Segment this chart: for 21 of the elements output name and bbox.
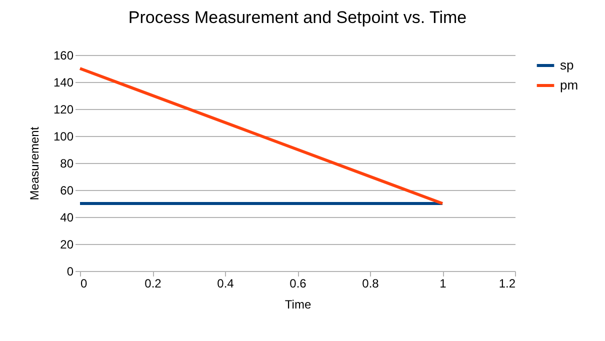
y-tick-label: 120 — [53, 102, 74, 116]
y-tick-label: 140 — [53, 76, 74, 90]
x-tick-label: 0 — [80, 276, 88, 290]
y-tick-label: 60 — [60, 184, 74, 198]
y-tick-label: 160 — [53, 48, 74, 62]
x-tick-label: 0.2 — [144, 276, 162, 290]
x-tick-label: 1.2 — [498, 276, 516, 290]
y-tick-label: 40 — [60, 210, 74, 224]
y-tick-label: 100 — [53, 130, 74, 144]
y-axis-title: Measurement — [27, 126, 42, 200]
x-tick-label: 1 — [440, 276, 447, 290]
legend-label: pm — [560, 78, 578, 92]
chart-title: Process Measurement and Setpoint vs. Time — [128, 8, 467, 27]
x-tick-label: 0.6 — [290, 276, 307, 290]
legend-label: sp — [560, 58, 574, 72]
x-axis-title: Time — [284, 298, 312, 312]
y-tick-label: 20 — [60, 238, 74, 252]
x-tick-label: 0.8 — [362, 276, 380, 290]
y-tick-label: 0 — [66, 264, 74, 278]
x-tick-label: 0.4 — [217, 276, 234, 290]
y-tick-label: 80 — [60, 156, 74, 170]
